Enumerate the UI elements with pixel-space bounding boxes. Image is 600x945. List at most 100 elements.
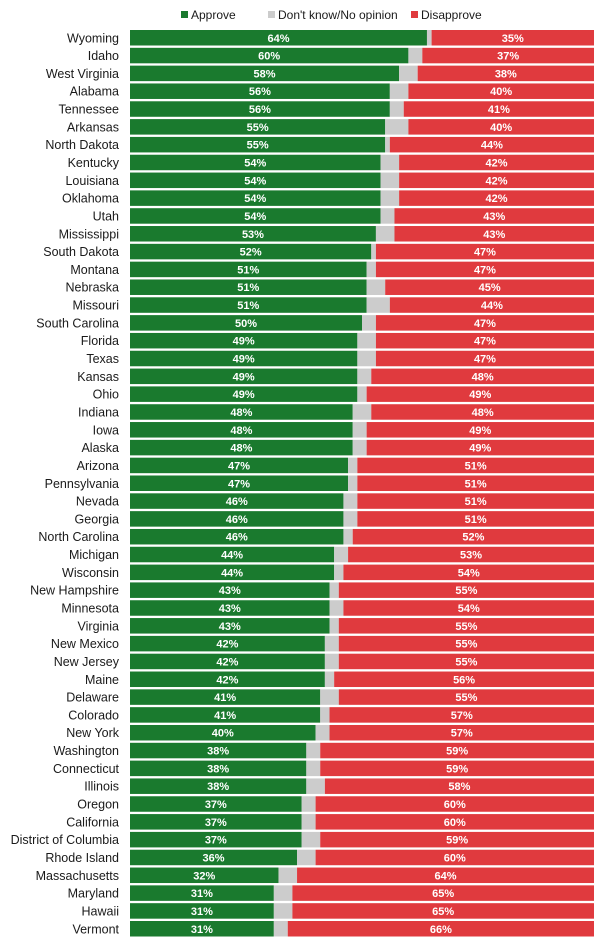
bar-approve [130,671,325,688]
row-maryland: Maryland 31% 65% [68,885,594,901]
value-disapprove: 59% [446,763,468,775]
bar-approve [130,546,335,563]
value-disapprove: 48% [472,371,494,383]
bar-disapprove [385,279,594,295]
value-approve: 52% [240,247,262,259]
bar-disapprove [399,154,594,171]
state-label: Kansas [77,370,119,384]
bar-disapprove [297,867,594,884]
value-disapprove: 43% [483,229,505,241]
state-label: Oregon [77,798,119,812]
row-pennsylvania: Pennsylvania 47% 51% [45,475,594,491]
state-label: New Mexico [51,637,119,651]
value-approve: 40% [212,728,234,740]
value-approve: 56% [249,86,271,98]
bar-dont-know [334,546,349,563]
bar-disapprove [338,618,594,634]
row-louisiana: Louisiana 54% 42% [65,172,594,189]
value-approve: 31% [191,906,213,918]
row-kansas: Kansas 49% 48% [77,368,594,385]
state-label: Wyoming [67,31,119,45]
bar-disapprove [375,315,594,331]
value-disapprove: 64% [435,870,457,882]
bar-approve [130,689,321,705]
value-disapprove: 55% [455,621,477,633]
state-label: Maryland [68,887,119,901]
bar-dont-know [348,457,358,474]
bar-approve [130,528,344,545]
bar-disapprove [352,528,594,545]
bar-approve [130,190,381,206]
bar-approve [130,867,279,884]
value-disapprove: 40% [490,86,512,98]
row-virginia: Virginia 43% 55% [78,618,594,634]
value-approve: 47% [228,460,250,472]
legend-swatch [411,11,418,18]
row-rhode-island: Rhode Island 36% 60% [45,849,594,866]
value-approve: 56% [249,104,271,116]
bar-approve [130,760,307,777]
bar-dont-know [306,760,321,777]
value-disapprove: 52% [462,532,484,544]
bar-disapprove [315,796,594,812]
row-montana: Montana 51% 47% [70,261,594,278]
row-iowa: Iowa 48% 49% [93,422,594,438]
value-approve: 41% [214,710,236,722]
bar-dont-know [301,814,316,830]
row-georgia: Georgia 46% 51% [75,511,594,527]
state-label: Arkansas [67,120,119,134]
bar-dont-know [352,422,367,438]
value-approve: 41% [214,692,236,704]
value-approve: 42% [216,674,238,686]
row-massachusetts: Massachusetts 32% 64% [36,867,594,884]
row-texas: Texas 49% 47% [86,350,594,367]
legend-item-0: Approve [181,8,236,22]
bar-disapprove [422,47,594,64]
bar-dont-know [343,493,358,509]
row-arkansas: Arkansas 55% 40% [67,119,594,135]
bar-dont-know [329,618,339,634]
bar-approve [130,154,381,171]
state-label: Florida [81,334,119,348]
bar-dont-know [329,600,344,616]
value-disapprove: 35% [502,33,524,45]
bar-disapprove [348,546,594,563]
state-label: Missouri [72,299,119,313]
state-label: Delaware [66,691,119,705]
value-approve: 50% [235,318,257,330]
value-approve: 46% [226,496,248,508]
bar-disapprove [338,689,594,705]
value-disapprove: 56% [453,674,475,686]
bar-disapprove [389,297,594,313]
value-approve: 48% [230,425,252,437]
value-disapprove: 51% [465,460,487,472]
state-label: Arizona [77,459,119,473]
bar-approve [130,404,353,420]
value-approve: 48% [230,443,252,455]
value-approve: 42% [216,639,238,651]
value-disapprove: 51% [465,478,487,490]
bar-disapprove [399,190,594,206]
value-disapprove: 59% [446,835,468,847]
value-approve: 36% [203,852,225,864]
state-label: Nebraska [66,281,120,295]
row-new-york: New York 40% 57% [66,724,594,741]
bar-approve [130,101,390,117]
value-disapprove: 47% [474,247,496,259]
value-approve: 51% [237,264,259,276]
row-alaska: Alaska 48% 49% [81,439,594,456]
legend-swatch [181,11,188,18]
state-label: Michigan [69,548,119,562]
bar-disapprove [417,65,594,82]
value-approve: 38% [207,763,229,775]
bar-approve [130,386,358,402]
bar-dont-know [366,261,376,278]
bar-disapprove [338,635,594,652]
value-approve: 42% [216,656,238,668]
bar-approve [130,635,325,652]
value-approve: 55% [247,122,269,134]
row-maine: Maine 42% 56% [85,671,594,688]
bar-approve [130,350,358,367]
chart-rows: Wyoming 64% 35% Idaho 60% 37% West Virginia 58%… [11,30,594,937]
value-disapprove: 59% [446,746,468,758]
